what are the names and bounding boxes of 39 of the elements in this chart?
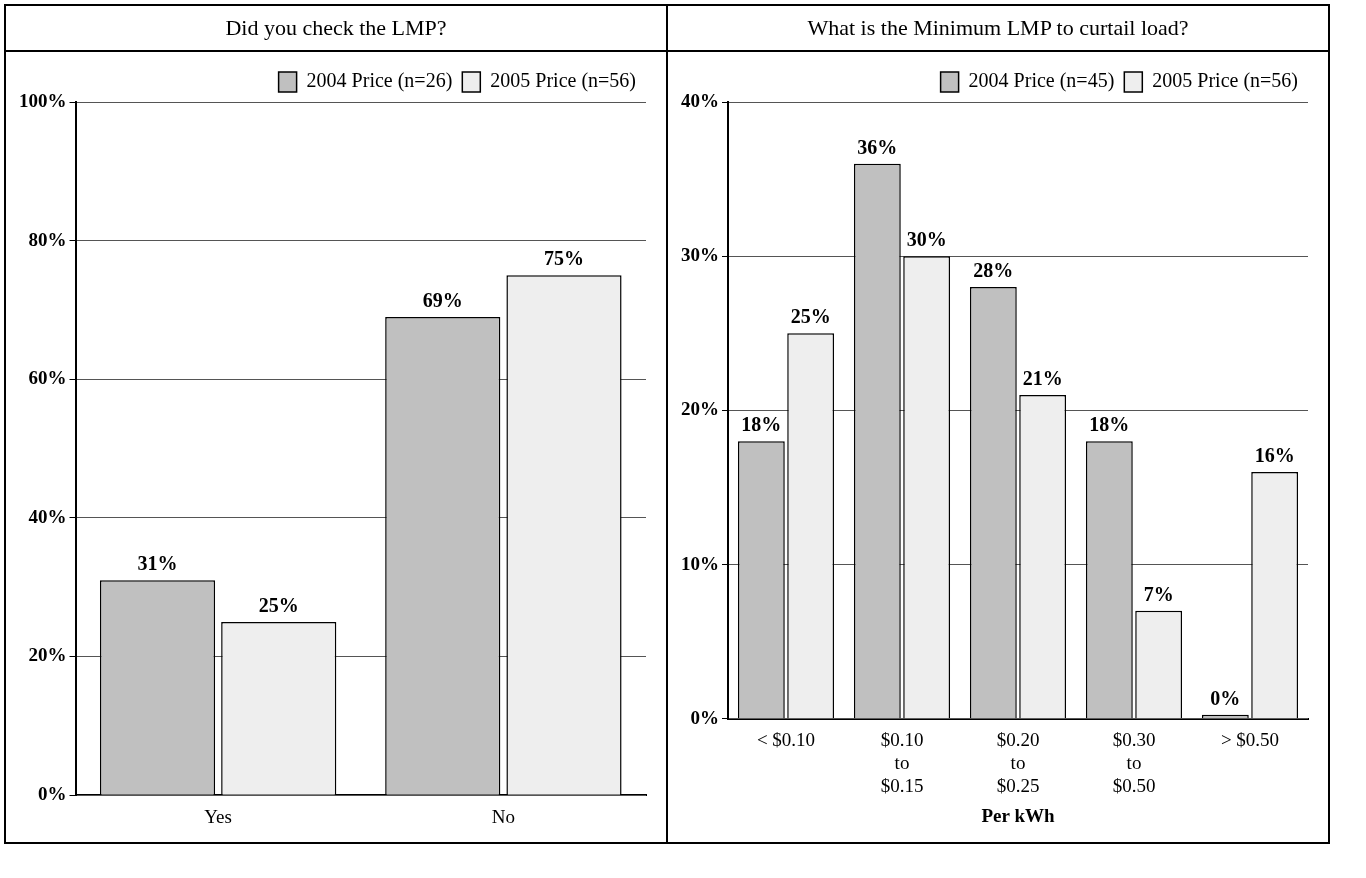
data-label: 7% xyxy=(1143,583,1174,606)
y-tick-label: 0% xyxy=(38,783,67,805)
y-tick-label: 0% xyxy=(690,706,719,728)
y-tick-label: 30% xyxy=(681,244,719,266)
data-label: 25% xyxy=(258,594,299,617)
data-label: 75% xyxy=(543,247,584,270)
legend-label: 2004 Price (n=26) xyxy=(306,69,453,93)
data-label: 36% xyxy=(857,135,898,158)
y-tick-label: 40% xyxy=(28,505,67,527)
x-tick-label: $0.10 to $0.15 xyxy=(880,729,924,796)
y-tick-label: 40% xyxy=(681,89,719,111)
y-tick-label: 100% xyxy=(19,89,67,111)
y-tick-label: 20% xyxy=(28,644,67,666)
x-tick-label: < $0.10 xyxy=(756,729,816,751)
data-label: 28% xyxy=(973,259,1014,282)
x-axis-title: Per kWh xyxy=(981,804,1055,826)
y-tick-label: 60% xyxy=(28,367,67,389)
legend-label: 2005 Price (n=56) xyxy=(1152,69,1299,93)
chart-title: What is the Minimum LMP to curtail load? xyxy=(667,5,1329,51)
data-label: 31% xyxy=(137,552,178,575)
x-tick-label: Yes xyxy=(204,805,232,827)
chart-title: Did you check the LMP? xyxy=(5,5,667,51)
data-label: 25% xyxy=(790,305,831,328)
y-tick-label: 10% xyxy=(681,552,719,574)
x-tick-label: > $0.50 xyxy=(1220,729,1280,751)
x-tick-label: $0.20 to $0.25 xyxy=(996,729,1040,796)
x-tick-label: No xyxy=(491,805,515,827)
y-tick-label: 80% xyxy=(28,228,67,250)
y-tick-label: 20% xyxy=(681,398,719,420)
legend-label: 2005 Price (n=56) xyxy=(490,69,637,93)
data-label: 0% xyxy=(1210,686,1241,709)
data-label: 18% xyxy=(1089,413,1130,436)
data-label: 21% xyxy=(1022,367,1063,390)
x-tick-label: $0.30 to $0.50 xyxy=(1112,729,1156,796)
legend-label: 2004 Price (n=45) xyxy=(968,69,1115,93)
data-label: 16% xyxy=(1254,444,1295,467)
data-label: 18% xyxy=(741,413,782,436)
data-label: 69% xyxy=(422,289,463,312)
data-label: 30% xyxy=(906,228,947,251)
